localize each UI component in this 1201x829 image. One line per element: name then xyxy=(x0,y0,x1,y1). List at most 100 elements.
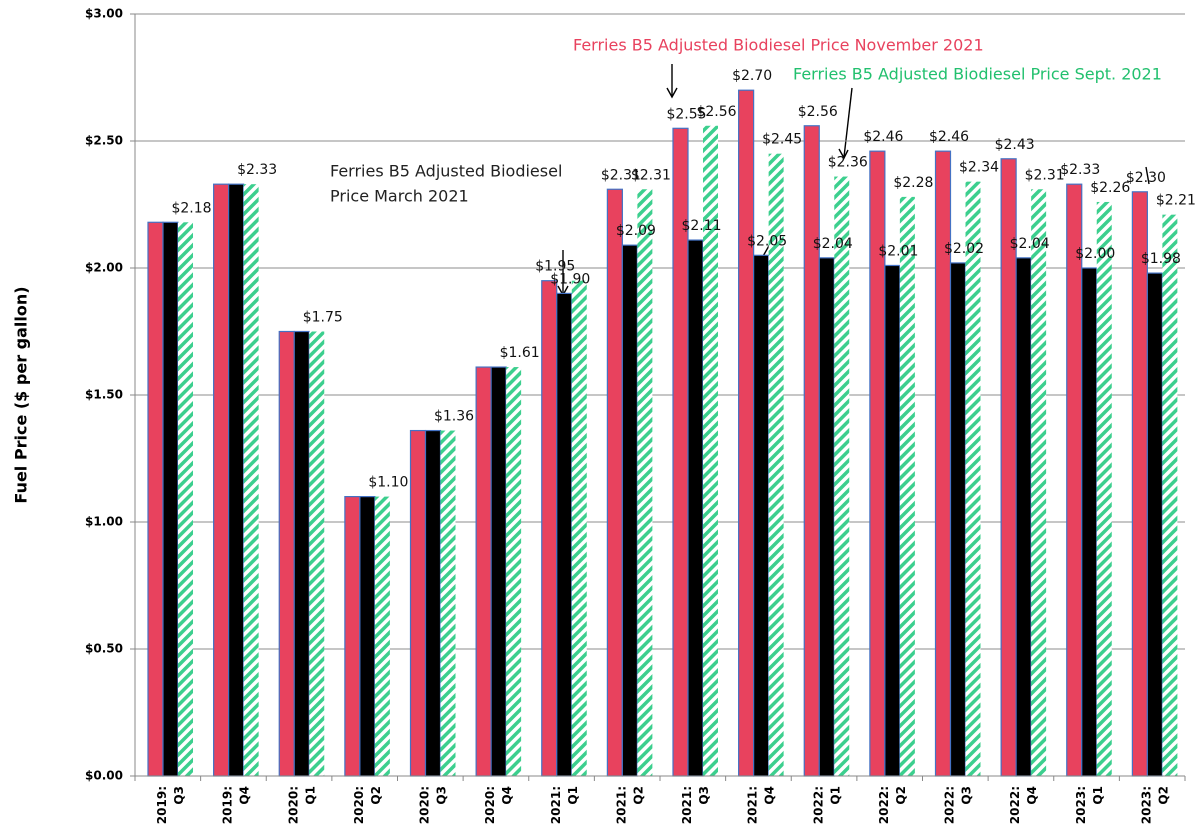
data-label: $2.31 xyxy=(631,167,671,183)
x-tick-label: 2020: xyxy=(352,786,366,824)
bar xyxy=(818,257,835,777)
bar xyxy=(1015,257,1032,777)
bar xyxy=(965,181,981,776)
x-tick-label: Q1 xyxy=(1091,786,1105,805)
x-tick-label: 2019: xyxy=(221,786,235,824)
bar xyxy=(1146,272,1163,777)
data-label: $2.09 xyxy=(616,223,656,239)
x-tick-label: 2020: xyxy=(483,786,497,824)
data-label: $2.36 xyxy=(828,155,868,171)
data-label: $1.90 xyxy=(550,271,590,287)
x-tick-label: 2022: xyxy=(943,786,957,824)
data-label: $2.46 xyxy=(929,129,969,145)
bar xyxy=(768,153,784,776)
bar xyxy=(490,366,507,777)
annotation: Ferries B5 Adjusted Biodiesel xyxy=(330,162,562,181)
data-label: $1.75 xyxy=(303,310,343,326)
y-tick-label: $0.00 xyxy=(85,769,123,783)
bar xyxy=(440,430,456,776)
data-label: $2.26 xyxy=(1090,180,1130,196)
bar xyxy=(834,176,850,776)
x-tick-label: Q1 xyxy=(303,786,317,805)
bar xyxy=(178,222,193,776)
bar xyxy=(541,280,558,777)
y-tick-label: $0.50 xyxy=(85,642,123,656)
x-tick-label: 2022: xyxy=(877,786,891,824)
x-tick-label: 2021: xyxy=(746,786,760,824)
bar xyxy=(228,183,245,777)
data-label: $2.21 xyxy=(1156,193,1196,209)
x-tick-label: 2022: xyxy=(811,786,825,824)
data-label: $2.30 xyxy=(1126,170,1166,186)
data-label: $2.28 xyxy=(893,175,933,191)
y-tick-label: $2.50 xyxy=(85,134,123,148)
bar xyxy=(409,429,427,777)
bar xyxy=(278,330,295,777)
data-label: $2.01 xyxy=(878,243,918,259)
data-label: $2.18 xyxy=(171,200,211,216)
x-tick-label: Q2 xyxy=(631,786,645,805)
bar xyxy=(949,262,967,777)
bar xyxy=(344,496,361,777)
x-tick-label: Q4 xyxy=(763,786,777,805)
data-label: $2.34 xyxy=(959,160,999,176)
data-label: $2.33 xyxy=(237,162,277,178)
bar xyxy=(753,254,770,777)
data-label: $2.46 xyxy=(863,129,903,145)
x-tick-label: Q2 xyxy=(369,786,383,805)
data-label: $2.55 xyxy=(666,106,706,122)
data-label: $2.31 xyxy=(1025,167,1065,183)
x-tick-label: Q4 xyxy=(500,786,514,805)
bar xyxy=(1066,183,1083,777)
data-label: $2.00 xyxy=(1075,246,1115,262)
x-tick-label: Q3 xyxy=(960,786,974,805)
data-label: $2.56 xyxy=(696,104,736,120)
data-label: $2.45 xyxy=(762,132,802,148)
data-label: $2.31 xyxy=(601,167,641,183)
x-tick-label: 2023: xyxy=(1074,786,1088,824)
x-tick-label: Q4 xyxy=(1025,786,1039,805)
x-tick-label: 2021: xyxy=(549,786,563,824)
bar xyxy=(637,189,653,776)
bar xyxy=(1162,214,1178,776)
bar xyxy=(359,496,376,777)
bar xyxy=(374,496,390,776)
y-tick-label: $1.00 xyxy=(85,515,123,529)
x-tick-label: Q2 xyxy=(894,786,908,805)
x-tick-label: Q1 xyxy=(828,786,842,805)
x-tick-label: 2021: xyxy=(614,786,628,824)
annotation: Ferries B5 Adjusted Biodiesel Price Sept… xyxy=(793,65,1162,84)
bar xyxy=(147,221,164,777)
y-axis-label: Fuel Price ($ per gallon) xyxy=(12,286,31,503)
bar xyxy=(1131,191,1148,777)
x-tick-label: Q1 xyxy=(566,786,580,805)
bar xyxy=(1031,189,1047,776)
x-tick-label: Q3 xyxy=(172,786,186,805)
bar xyxy=(703,125,718,776)
annotation: Price March 2021 xyxy=(330,187,469,206)
x-tick-label: 2020: xyxy=(418,786,432,824)
data-label: $2.33 xyxy=(1060,162,1100,178)
bar xyxy=(424,429,442,777)
bar xyxy=(687,239,704,777)
x-tick-label: Q3 xyxy=(697,786,711,805)
x-tick-label: Q2 xyxy=(1156,786,1170,805)
bar xyxy=(243,184,259,776)
bar xyxy=(899,196,915,776)
bar xyxy=(556,292,573,777)
bar xyxy=(293,330,310,777)
x-tick-label: Q3 xyxy=(435,786,449,805)
data-label: $2.43 xyxy=(995,137,1035,153)
bar xyxy=(1096,201,1112,776)
bar xyxy=(621,244,638,777)
bar xyxy=(309,331,325,776)
bar xyxy=(475,366,492,777)
data-label: $2.04 xyxy=(1010,236,1050,252)
data-label: $1.98 xyxy=(1141,251,1181,267)
y-tick-label: $3.00 xyxy=(85,7,123,21)
x-tick-label: 2019: xyxy=(155,786,169,824)
bar xyxy=(1081,267,1098,777)
data-label: $2.56 xyxy=(798,104,838,120)
bar xyxy=(884,264,901,777)
